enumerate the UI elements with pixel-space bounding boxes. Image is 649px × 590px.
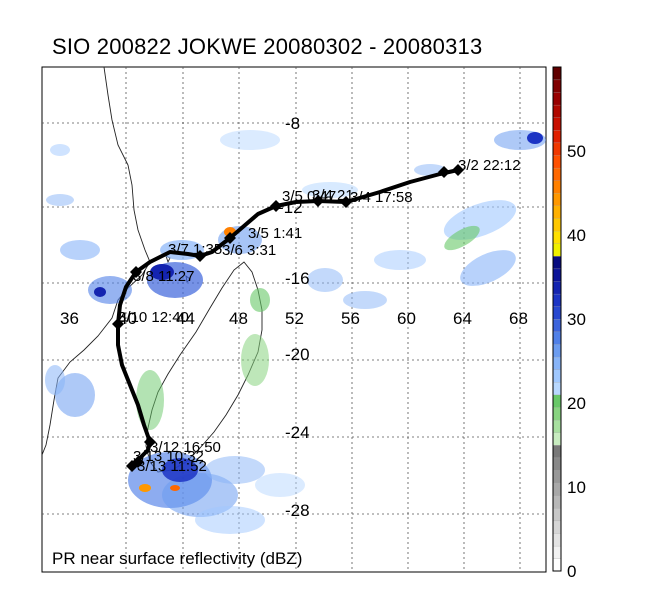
colorbar-cell [552,394,562,408]
colorbar-cell [552,66,562,81]
colorbar-tick-label: 30 [567,310,586,329]
longitude-labels: 36 40 44 48 52 56 60 64 68 [60,309,528,328]
lat-label: -20 [285,345,310,364]
colorbar-tick-label: 20 [567,394,586,413]
colorbar-cell [552,558,562,572]
lat-label: -8 [285,114,300,133]
colorbar-cell [552,482,562,496]
colorbar-cell [552,243,562,257]
colorbar-cell [552,192,562,207]
lon-label: 60 [397,309,416,328]
colorbar-cells [552,66,562,572]
track-label: 3/4 21 [312,187,354,204]
lon-label: 64 [453,309,472,328]
colorbar-cell [552,306,562,320]
track-label: 3/2 22:12 [458,157,521,174]
colorbar-cell [552,180,562,194]
colorbar-cell [552,129,562,144]
track-labels: 3/2 22:12 3/4 21 3/5 0:47 3/4 17:58 3/5 … [118,157,521,475]
colorbar-cell [552,344,562,358]
colorbar-cell [552,142,562,156]
chart-title: SIO 200822 JOKWE 20080302 - 20080313 [52,34,483,59]
storm-track [116,168,460,468]
lon-label: 48 [229,309,248,328]
lat-label: -16 [285,269,310,288]
lon-label: 68 [509,309,528,328]
colorbar-cell [552,167,562,181]
colorbar-cell [552,218,562,232]
lon-label: 36 [60,309,79,328]
track-label: 3/4 17:58 [350,189,413,206]
colorbar-cell [552,318,562,333]
colorbar-cell [552,92,562,106]
colorbar-cell [552,545,562,559]
colorbar-cell [552,293,562,307]
colorbar-cell [552,533,562,547]
colorbar-cell [552,255,562,270]
track-label: 3/6 3:31 [222,242,276,259]
colorbar-cell [552,457,562,471]
track-label: 3/13 10:32 [133,448,204,465]
lon-label: 52 [285,309,304,328]
colorbar-frame [552,66,562,572]
colorbar-cell [552,507,562,522]
colorbar-cell [552,470,562,484]
colorbar-cell [552,79,562,93]
colorbar-cell [552,281,562,295]
colorbar: 0 10 20 30 40 50 [552,66,586,581]
colorbar-cell [552,331,562,345]
colorbar-cell [552,495,562,509]
lon-label: 56 [341,309,360,328]
colorbar-cell [552,419,562,433]
colorbar-cell [552,369,562,383]
lat-label: -24 [285,423,310,442]
track-label: 3/8 11:27 [133,268,194,285]
colorbar-cell [552,444,562,459]
colorbar-tick-label: 10 [567,478,586,497]
colorbar-cell [552,155,562,169]
colorbar-cell [552,432,562,446]
colorbar-cell [552,205,562,219]
track-label: 3/5 0:47 [282,188,336,205]
latitude-labels: -8 -12 -16 -20 -24 -28 [278,114,310,520]
colorbar-cell [552,268,562,282]
colorbar-cell [552,104,562,118]
colorbar-cell [552,230,562,244]
colorbar-labels: 0 10 20 30 40 50 [567,142,586,581]
track-label: 3/13 11:52 [137,458,207,475]
lon-label: 44 [176,309,195,328]
colorbar-tick-label: 40 [567,226,586,245]
lat-label: -28 [285,501,310,520]
track-label: 3/5 1:41 [248,225,302,242]
lon-label: 40 [118,309,137,328]
track-label: 3/10 12:40 [118,309,189,326]
track-markers [112,164,464,472]
colorbar-cell [552,520,562,534]
track-label: 3/12 16:50 [150,439,221,456]
colorbar-cell [552,407,562,421]
colorbar-cell [552,356,562,370]
map-caption: PR near surface reflectivity (dBZ) [52,549,303,568]
track-label: 3/7 1:35 [168,241,222,258]
colorbar-tick-label: 0 [567,562,576,581]
lat-label: -12 [278,198,303,217]
colorbar-cell [552,381,562,396]
colorbar-cell [552,117,562,131]
colorbar-tick-label: 50 [567,142,586,161]
